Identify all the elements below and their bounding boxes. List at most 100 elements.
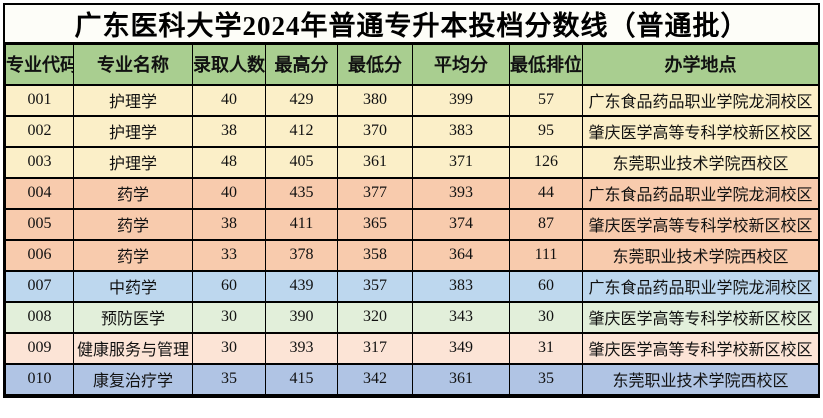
col-header-location: 办学地点 [582, 44, 819, 86]
cell-min-rank: 57 [509, 84, 583, 117]
cell-major-code: 009 [5, 332, 74, 365]
cell-major-name: 护理学 [73, 84, 193, 117]
table-row: 001 护理学 40 429 380 399 57 广东食品药品职业学院龙洞校区 [5, 84, 819, 117]
cell-admit-count: 33 [192, 239, 266, 272]
cell-min-rank: 44 [509, 177, 583, 210]
cell-max-score: 429 [265, 84, 338, 117]
cell-avg-score: 349 [412, 332, 510, 365]
cell-avg-score: 374 [412, 208, 510, 241]
cell-min-rank: 95 [509, 115, 583, 148]
cell-min-rank: 31 [509, 332, 583, 365]
cell-major-code: 010 [5, 363, 74, 396]
cell-min-score: 357 [337, 270, 413, 303]
cell-admit-count: 30 [192, 301, 266, 334]
cell-avg-score: 383 [412, 115, 510, 148]
cell-admit-count: 38 [192, 208, 266, 241]
cell-max-score: 411 [265, 208, 338, 241]
cell-location: 肇庆医学高等专科学校新区校区 [582, 115, 819, 148]
cell-location: 肇庆医学高等专科学校新区校区 [582, 208, 819, 241]
table-row: 007 中药学 60 439 357 383 60 广东食品药品职业学院龙洞校区 [5, 270, 819, 303]
cell-avg-score: 371 [412, 146, 510, 179]
table-header-row: 专业代码 专业名称 录取人数 最高分 最低分 平均分 最低排位 办学地点 [5, 44, 819, 86]
cell-major-code: 005 [5, 208, 74, 241]
cell-location: 广东食品药品职业学院龙洞校区 [582, 270, 819, 303]
page-title: 广东医科大学2024年普通专升本投档分数线（普通批） [5, 5, 818, 44]
cell-max-score: 393 [265, 332, 338, 365]
table-row: 004 药学 40 435 377 393 44 广东食品药品职业学院龙洞校区 [5, 177, 819, 210]
cell-major-code: 002 [5, 115, 74, 148]
cell-major-name: 预防医学 [73, 301, 193, 334]
cell-max-score: 435 [265, 177, 338, 210]
col-header-major-name: 专业名称 [73, 44, 193, 86]
cell-min-rank: 35 [509, 363, 583, 396]
cell-major-code: 007 [5, 270, 74, 303]
cell-max-score: 405 [265, 146, 338, 179]
cell-major-name: 药学 [73, 239, 193, 272]
cell-max-score: 378 [265, 239, 338, 272]
cell-min-rank: 87 [509, 208, 583, 241]
cell-location: 广东食品药品职业学院龙洞校区 [582, 177, 819, 210]
cell-admit-count: 60 [192, 270, 266, 303]
cell-min-rank: 126 [509, 146, 583, 179]
cell-location: 肇庆医学高等专科学校新区校区 [582, 332, 819, 365]
cell-major-name: 药学 [73, 208, 193, 241]
cell-avg-score: 383 [412, 270, 510, 303]
cell-major-name: 中药学 [73, 270, 193, 303]
table-row: 002 护理学 38 412 370 383 95 肇庆医学高等专科学校新区校区 [5, 115, 819, 148]
cell-major-code: 006 [5, 239, 74, 272]
cell-major-code: 008 [5, 301, 74, 334]
cell-major-name: 康复治疗学 [73, 363, 193, 396]
cell-admit-count: 40 [192, 177, 266, 210]
cell-location: 东莞职业技术学院西校区 [582, 146, 819, 179]
cell-min-score: 361 [337, 146, 413, 179]
cell-admit-count: 48 [192, 146, 266, 179]
cell-major-name: 护理学 [73, 115, 193, 148]
col-header-min-rank: 最低排位 [509, 44, 583, 86]
col-header-max-score: 最高分 [265, 44, 338, 86]
admission-score-table: 专业代码 专业名称 录取人数 最高分 最低分 平均分 最低排位 办学地点 001… [5, 44, 819, 396]
cell-min-score: 317 [337, 332, 413, 365]
col-header-min-score: 最低分 [337, 44, 413, 86]
cell-min-rank: 30 [509, 301, 583, 334]
cell-major-code: 003 [5, 146, 74, 179]
cell-admit-count: 40 [192, 84, 266, 117]
cell-avg-score: 343 [412, 301, 510, 334]
cell-min-score: 342 [337, 363, 413, 396]
cell-major-name: 药学 [73, 177, 193, 210]
cell-admit-count: 30 [192, 332, 266, 365]
col-header-major-code: 专业代码 [5, 44, 74, 86]
table-row: 005 药学 38 411 365 374 87 肇庆医学高等专科学校新区校区 [5, 208, 819, 241]
table-row: 010 康复治疗学 35 415 342 361 35 东莞职业技术学院西校区 [5, 363, 819, 396]
cell-location: 东莞职业技术学院西校区 [582, 239, 819, 272]
cell-avg-score: 361 [412, 363, 510, 396]
table-row: 009 健康服务与管理 30 393 317 349 31 肇庆医学高等专科学校… [5, 332, 819, 365]
cell-min-rank: 111 [509, 239, 583, 272]
cell-major-code: 004 [5, 177, 74, 210]
cell-max-score: 415 [265, 363, 338, 396]
table-row: 006 药学 33 378 358 364 111 东莞职业技术学院西校区 [5, 239, 819, 272]
cell-major-code: 001 [5, 84, 74, 117]
cell-min-score: 370 [337, 115, 413, 148]
cell-major-name: 健康服务与管理 [73, 332, 193, 365]
cell-max-score: 412 [265, 115, 338, 148]
cell-admit-count: 38 [192, 115, 266, 148]
cell-avg-score: 399 [412, 84, 510, 117]
cell-min-score: 358 [337, 239, 413, 272]
cell-location: 广东食品药品职业学院龙洞校区 [582, 84, 819, 117]
col-header-avg-score: 平均分 [412, 44, 510, 86]
cell-location: 肇庆医学高等专科学校新区校区 [582, 301, 819, 334]
table-row: 003 护理学 48 405 361 371 126 东莞职业技术学院西校区 [5, 146, 819, 179]
cell-max-score: 390 [265, 301, 338, 334]
cell-min-rank: 60 [509, 270, 583, 303]
cell-min-score: 365 [337, 208, 413, 241]
col-header-admit-count: 录取人数 [192, 44, 266, 86]
cell-min-score: 320 [337, 301, 413, 334]
cell-avg-score: 364 [412, 239, 510, 272]
cell-max-score: 439 [265, 270, 338, 303]
cell-min-score: 377 [337, 177, 413, 210]
cell-major-name: 护理学 [73, 146, 193, 179]
table-row: 008 预防医学 30 390 320 343 30 肇庆医学高等专科学校新区校… [5, 301, 819, 334]
cell-location: 东莞职业技术学院西校区 [582, 363, 819, 396]
cell-avg-score: 393 [412, 177, 510, 210]
cell-min-score: 380 [337, 84, 413, 117]
